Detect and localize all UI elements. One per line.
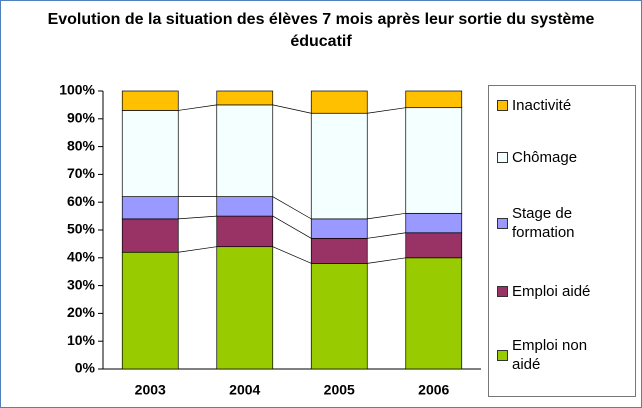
legend-swatch — [497, 152, 508, 163]
y-tick-label: 80% — [67, 137, 96, 153]
y-tick-label: 10% — [67, 332, 96, 348]
bar-segment — [310, 237, 368, 264]
y-tick-label: 60% — [67, 193, 96, 209]
bar-segment — [405, 107, 463, 214]
bar-segment — [310, 263, 368, 370]
legend-label: Chômage — [512, 149, 578, 166]
bar-segment — [216, 104, 274, 197]
y-tick-label: 100% — [59, 82, 95, 98]
bar-segment — [121, 90, 179, 111]
x-tick-label: 2005 — [324, 382, 355, 398]
y-tick-label: 70% — [67, 165, 96, 181]
bar-segment — [121, 196, 179, 220]
x-tick-label: 2003 — [135, 382, 166, 398]
bar-segment — [310, 112, 368, 220]
y-tick-label: 50% — [67, 221, 96, 237]
legend-label: Inactivité — [512, 97, 572, 114]
series-line — [367, 212, 406, 220]
series-line — [272, 246, 312, 264]
x-tick-label: 2004 — [229, 382, 260, 398]
legend-swatch — [497, 349, 508, 361]
bar-segment — [405, 90, 463, 109]
legend-label: Stage de formation — [512, 205, 575, 241]
bar-segment — [216, 90, 274, 106]
bar-segment — [405, 212, 463, 234]
bar-segment — [405, 257, 463, 370]
legend-swatch — [497, 100, 508, 111]
y-tick-label: 90% — [67, 110, 96, 126]
y-tick-label: 0% — [75, 360, 96, 376]
legend-item: Emploi aidé — [497, 282, 607, 301]
legend-item: Emploi non aidé — [497, 336, 607, 374]
series-line — [367, 257, 406, 264]
legend-label: Emploi non aidé — [512, 337, 588, 373]
legend-item: Inactivité — [497, 96, 607, 115]
bar-segment — [121, 218, 179, 253]
series-line — [272, 215, 312, 239]
series-line — [272, 104, 312, 114]
series-line — [178, 104, 217, 111]
bar-segment — [310, 218, 368, 239]
bar-segment — [216, 196, 274, 217]
series-line — [178, 246, 217, 253]
bar-segment — [310, 90, 368, 114]
bar-segment — [121, 251, 179, 370]
bar-segment — [216, 215, 274, 248]
series-line — [367, 232, 406, 239]
bar-segment — [216, 246, 274, 370]
y-tick-label: 40% — [67, 249, 96, 265]
series-line — [272, 196, 312, 220]
bar-segment — [121, 110, 179, 197]
series-line — [178, 215, 217, 220]
bar-segment — [405, 232, 463, 259]
legend-swatch — [497, 217, 508, 229]
legend: Inactivité Chômage Stage de formation Emplo… — [488, 85, 636, 397]
legend-label: Emploi aidé — [512, 283, 591, 300]
y-tick-label: 20% — [67, 304, 96, 320]
chart-title: Evolution de la situation des élèves 7 m… — [47, 11, 595, 50]
y-tick-label: 30% — [67, 276, 96, 292]
legend-item: Stage de formation — [497, 204, 607, 242]
legend-swatch — [497, 286, 508, 297]
series-line — [367, 107, 406, 114]
legend-item: Chômage — [497, 148, 607, 167]
x-tick-label: 2006 — [418, 382, 449, 398]
